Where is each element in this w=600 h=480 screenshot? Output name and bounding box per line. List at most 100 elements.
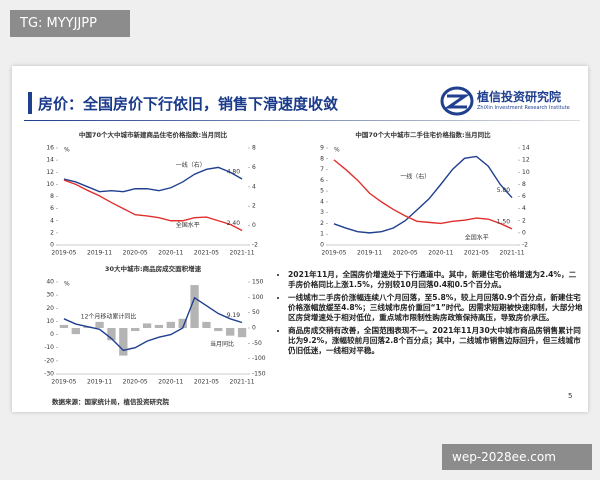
end-label: 4.80 <box>227 169 241 176</box>
y-tick-label: 8 <box>50 193 54 200</box>
y2-tick-label: 0 <box>522 229 526 236</box>
bar <box>131 328 140 332</box>
y-tick-label: 2 <box>50 229 54 236</box>
y2-tick-label: 2 <box>252 203 256 210</box>
x-tick-label: 2019-05 <box>321 250 346 257</box>
y-unit: % <box>334 147 340 154</box>
bar <box>107 328 116 341</box>
y-tick-label: 20 <box>46 305 54 312</box>
x-tick-label: 2019-11 <box>87 379 112 386</box>
x-tick-label: 2020-05 <box>123 250 148 257</box>
y2-tick-label: 4 <box>522 205 526 212</box>
bar <box>237 328 247 338</box>
bar <box>59 324 69 328</box>
bullets: 2021年11月，全国房价增速处于下行通道中。其中，新建住宅价格增速为2.4%，… <box>278 270 583 359</box>
y-tick-label: 4 <box>320 198 324 205</box>
y-tick-label: 10 <box>46 181 54 188</box>
y-tick-label: 16 <box>46 145 54 152</box>
series-label: 一线（右） <box>176 161 206 169</box>
y-tick-label: -30 <box>44 371 54 378</box>
x-tick-label: 2020-11 <box>158 250 183 257</box>
y2-tick-label: -2 <box>522 242 528 249</box>
logo-icon <box>440 86 474 116</box>
logo-english: ZhiXin Investment Research Institute <box>477 105 570 111</box>
line-series <box>333 155 513 234</box>
bar <box>71 328 80 335</box>
series-label: 当月同比 <box>210 340 234 348</box>
y-tick-label: 40 <box>46 279 54 286</box>
y-tick-label: 2 <box>320 220 324 227</box>
series-label: 全国水平 <box>465 234 489 242</box>
end-label: 1.50 <box>497 218 511 225</box>
y2-tick-label: 100 <box>252 294 264 301</box>
bullet: 一线城市二手房价涨幅连续八个月回落，至5.8%，较上月回落0.9个百分点，新建住… <box>288 293 583 323</box>
x-tick-label: 2021-05 <box>194 379 219 386</box>
y2-tick-label: 4 <box>252 183 256 190</box>
x-tick-label: 2021-05 <box>194 250 219 257</box>
title-bar <box>28 92 32 114</box>
y-tick-label: 10 <box>46 318 54 325</box>
y-tick-label: 8 <box>320 155 324 162</box>
bar <box>178 318 187 328</box>
x-tick-label: 2021-11 <box>230 250 255 257</box>
x-tick-label: 2021-11 <box>230 379 255 386</box>
line-series <box>63 296 243 352</box>
y-tick-label: 12 <box>46 169 54 176</box>
line-series <box>63 179 243 232</box>
y2-tick-label: -2 <box>252 242 258 249</box>
y-tick-label: 30 <box>46 292 54 299</box>
bar <box>214 328 223 332</box>
bar <box>166 321 175 328</box>
y-unit: % <box>64 147 70 154</box>
bar <box>190 285 199 328</box>
watermark: TG: MYYJJPP <box>10 10 130 37</box>
bar <box>95 321 104 328</box>
y-tick-label: -10 <box>44 344 54 351</box>
bar <box>226 328 235 336</box>
x-tick-label: 2019-05 <box>51 250 76 257</box>
bar <box>202 321 211 328</box>
y-tick-label: 0 <box>320 242 324 249</box>
end-label: 2.40 <box>227 220 241 227</box>
x-tick-label: 2019-05 <box>51 379 76 386</box>
end-label: 9.19 <box>227 312 241 319</box>
line-series <box>333 159 513 230</box>
y-tick-label: 9 <box>320 145 324 152</box>
y-tick-label: 5 <box>320 188 324 195</box>
x-tick-label: 2021-05 <box>464 250 489 257</box>
y2-tick-label: 0 <box>252 222 256 229</box>
y-tick-label: 1 <box>320 231 324 238</box>
header-rule <box>24 120 580 121</box>
page-number: 5 <box>568 392 573 400</box>
y2-tick-label: -150 <box>252 371 266 378</box>
y-tick-label: 0 <box>50 242 54 249</box>
y-tick-label: 4 <box>50 217 54 224</box>
y2-tick-label: 6 <box>522 193 526 200</box>
x-tick-label: 2020-05 <box>393 250 418 257</box>
x-tick-label: 2019-11 <box>87 250 112 257</box>
logo-name: 植信投资研究院 <box>477 90 562 104</box>
y2-tick-label: 14 <box>522 145 530 152</box>
x-tick-label: 2021-11 <box>500 250 525 257</box>
y2-tick-label: 8 <box>522 181 526 188</box>
y2-tick-label: 8 <box>252 145 256 152</box>
series-label: 全国水平 <box>176 221 200 229</box>
y-tick-label: 6 <box>320 177 324 184</box>
chart: 中国70个大中城市新建商品住宅价格指数:当月同比% 0 2 4 6 8 10 12 14 16 -2… <box>46 130 258 257</box>
y-unit: % <box>64 281 70 288</box>
bar <box>119 328 128 356</box>
chart: 30大中城市:商品房成交面积增速%-30-20-10010203040-150-… <box>44 264 266 386</box>
bullet: 商品房成交稍有改善，全国范围表现不一。2021年11月30大中城市商品房销售累计… <box>288 326 583 356</box>
y-tick-label: 14 <box>46 157 54 164</box>
y2-tick-label: 10 <box>522 169 530 176</box>
y2-tick-label: 0 <box>252 325 256 332</box>
y2-tick-label: 50 <box>252 309 260 316</box>
y2-tick-label: 150 <box>252 279 264 286</box>
y-tick-label: 6 <box>50 205 54 212</box>
series-label: 12个月移动累计同比 <box>81 312 137 320</box>
y2-tick-label: -100 <box>252 355 266 362</box>
y2-tick-label: 6 <box>252 164 256 171</box>
chart-title: 30大中城市:商品房成交面积增速 <box>105 264 202 273</box>
x-tick-label: 2020-11 <box>158 379 183 386</box>
y-tick-label: -20 <box>44 357 54 364</box>
